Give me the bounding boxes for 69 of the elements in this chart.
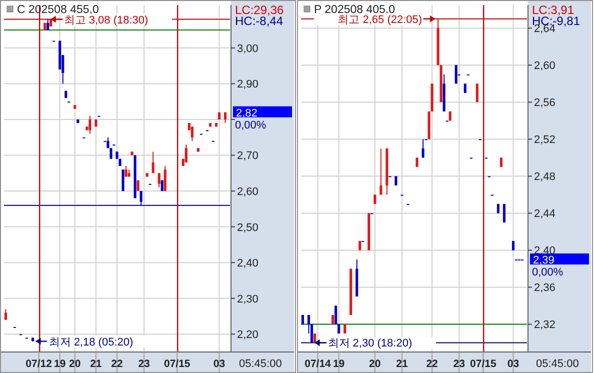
y-tick-label: 2,60 bbox=[534, 60, 556, 72]
y-tick-label: 2,70 bbox=[237, 150, 258, 162]
ref-line-label: 최고 3,08 (18:30) bbox=[64, 14, 148, 26]
ref-line-label: 최저 2,30 (18:20) bbox=[328, 338, 412, 350]
candlestick bbox=[454, 64, 458, 84]
y-tick-label: 3,00 bbox=[237, 42, 258, 55]
candlestick bbox=[310, 324, 314, 344]
x-tick-label: 07/15 bbox=[164, 358, 190, 370]
candlestick bbox=[416, 157, 418, 168]
candlestick bbox=[476, 83, 478, 103]
text: 0,00% bbox=[532, 266, 564, 278]
candlestick bbox=[502, 203, 506, 223]
y-tick-label: 2,32 bbox=[534, 319, 556, 332]
x-tick-label: 23 bbox=[453, 358, 466, 370]
x-tick-label: 20 bbox=[369, 358, 381, 370]
y-tick-label: 2,44 bbox=[534, 208, 556, 220]
text: LC:3,91 bbox=[532, 3, 574, 17]
x-tick-label: 07/15 bbox=[470, 358, 496, 370]
candlestick bbox=[164, 165, 166, 192]
candlestick bbox=[184, 144, 188, 163]
chart-title: P 202508 405,0 bbox=[314, 4, 396, 16]
x-tick-label: 19 bbox=[332, 358, 345, 370]
x-tick-label: 07/14 bbox=[304, 358, 332, 370]
candlestick bbox=[140, 190, 142, 206]
text: 05:45:00 bbox=[239, 358, 282, 370]
candlestick bbox=[190, 126, 194, 142]
candlestick bbox=[500, 157, 502, 168]
candlestick bbox=[344, 324, 346, 334]
text: 05:45:00 bbox=[536, 358, 579, 370]
x-tick-label: 03 bbox=[213, 358, 226, 370]
y-tick-label: 2,48 bbox=[534, 171, 556, 184]
candlestick bbox=[122, 169, 124, 192]
x-tick-label: 21 bbox=[396, 358, 408, 370]
candlestick bbox=[110, 148, 112, 160]
y-tick-label: 2,30 bbox=[237, 293, 258, 306]
candlestick bbox=[338, 324, 340, 334]
y-tick-label: 2,40 bbox=[237, 258, 258, 270]
candlestick bbox=[374, 194, 376, 204]
y-tick-label: 2,20 bbox=[237, 329, 258, 342]
x-tick-label: 19 bbox=[54, 358, 66, 370]
candlestick bbox=[152, 151, 154, 174]
y-tick-label: 2,52 bbox=[534, 134, 556, 146]
text: LC:29,36 bbox=[235, 3, 284, 17]
x-tick-label: 21 bbox=[90, 358, 102, 370]
y-tick-label: 2,56 bbox=[534, 97, 556, 110]
candlestick bbox=[158, 172, 160, 188]
x-tick-label: 20 bbox=[69, 358, 81, 370]
x-tick-label: 22 bbox=[111, 358, 123, 370]
candlestick bbox=[394, 176, 398, 186]
y-tick-label: 2,50 bbox=[237, 222, 258, 234]
x-tick-label: 07/12 bbox=[26, 358, 52, 370]
text: 0,00% bbox=[235, 119, 266, 132]
x-tick-label: 23 bbox=[138, 358, 150, 370]
candlestick bbox=[422, 138, 424, 158]
annotation: 최저 2,18 (05:20) bbox=[48, 336, 134, 348]
text: 2,82 bbox=[236, 107, 258, 120]
candlestick bbox=[334, 305, 338, 325]
text: HC:-8,44 bbox=[235, 14, 284, 28]
ref-line-label: 최고 2,65 (22:05) bbox=[338, 14, 422, 26]
candlestick bbox=[380, 148, 382, 196]
x-tick-label: 22 bbox=[426, 358, 438, 370]
text: 2,39 bbox=[533, 254, 554, 266]
y-tick-label: 2,90 bbox=[237, 78, 258, 91]
candlestick bbox=[464, 83, 466, 94]
x-tick-label: 03 bbox=[507, 358, 520, 370]
candlestick bbox=[88, 115, 92, 134]
y-tick-label: 2,36 bbox=[534, 282, 556, 294]
y-tick-label: 2,60 bbox=[237, 186, 258, 198]
candlestick bbox=[4, 308, 8, 320]
